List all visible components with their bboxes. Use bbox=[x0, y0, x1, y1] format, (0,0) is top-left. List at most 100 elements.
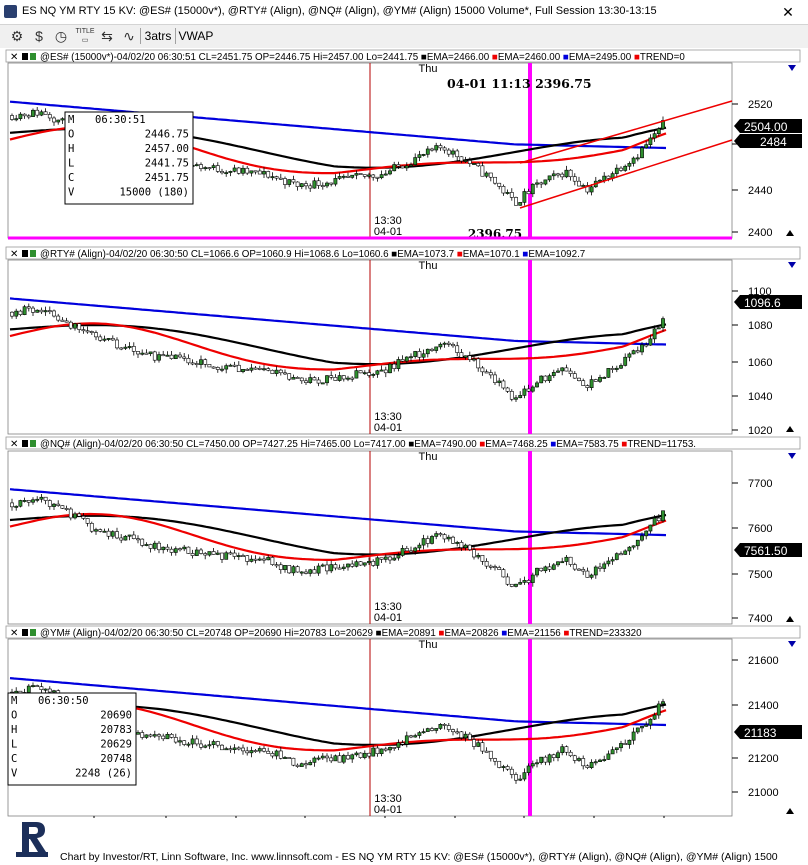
scroll-down-icon bbox=[786, 426, 794, 432]
candle-body bbox=[278, 177, 283, 180]
candle-body bbox=[232, 364, 237, 367]
candle-body bbox=[480, 367, 485, 373]
candle-body bbox=[320, 382, 325, 385]
candle-body bbox=[577, 758, 581, 761]
ema-red-value: EMA=20826 bbox=[444, 628, 499, 639]
candle-body bbox=[631, 731, 636, 741]
candle-body bbox=[589, 761, 594, 768]
candle-body bbox=[551, 173, 556, 177]
candle-body bbox=[526, 580, 531, 583]
candle-body bbox=[354, 370, 359, 379]
symbol-summary: @YM# (Align)-04/02/20 06:30:50 CL=20748 … bbox=[40, 628, 373, 639]
candle-body bbox=[14, 118, 19, 121]
channel-lower-line bbox=[519, 139, 733, 209]
trend-swatch: ■ bbox=[619, 439, 628, 450]
candle-body bbox=[530, 386, 535, 392]
candle-body bbox=[333, 564, 338, 569]
candle-body bbox=[325, 375, 329, 384]
candle-body bbox=[211, 165, 216, 169]
candle-body bbox=[434, 728, 439, 731]
ema-black-swatch: ■ bbox=[406, 439, 415, 450]
candle-body bbox=[123, 346, 128, 349]
gear-icon[interactable]: ⚙ bbox=[10, 28, 24, 44]
ohlc-key: L bbox=[68, 158, 74, 170]
candle-body bbox=[47, 310, 52, 313]
candle-body bbox=[598, 759, 602, 762]
candle-body bbox=[178, 354, 182, 358]
candle-body bbox=[560, 173, 565, 178]
candle-body bbox=[388, 363, 392, 374]
candle-body bbox=[18, 113, 23, 119]
candle-body bbox=[392, 557, 397, 561]
ema-black-swatch: ■ bbox=[373, 628, 382, 639]
title-icon[interactable]: TITLE ▭ bbox=[75, 28, 95, 44]
candle-body bbox=[539, 567, 544, 572]
candle-body bbox=[383, 173, 388, 176]
candle-body bbox=[379, 557, 384, 560]
candle-body bbox=[257, 748, 262, 752]
ohlc-time: 06:30:50 bbox=[38, 695, 89, 707]
candle-body bbox=[396, 359, 401, 369]
vwap-button[interactable]: VWAP bbox=[178, 29, 214, 43]
candle-body bbox=[497, 760, 502, 768]
last-price-tag bbox=[734, 543, 802, 557]
candle-body bbox=[211, 551, 216, 555]
candle-body bbox=[551, 754, 556, 758]
candle-body bbox=[438, 724, 443, 729]
chart-area[interactable]: ✕ @ES# (15000v*)-04/02/20 06:30:51 CL=245… bbox=[0, 48, 808, 818]
candle-body bbox=[161, 354, 166, 357]
candle-body bbox=[379, 174, 384, 179]
wave-icon[interactable]: ∿ bbox=[123, 28, 135, 44]
ema-blue-swatch: ■ bbox=[560, 52, 569, 63]
candle-body bbox=[509, 391, 514, 400]
candle-body bbox=[22, 113, 27, 117]
panel-header-cap bbox=[783, 438, 798, 448]
last-price-tag bbox=[734, 295, 802, 309]
candle-body bbox=[295, 181, 300, 187]
candle-body bbox=[207, 744, 212, 747]
candle-body bbox=[115, 339, 119, 349]
candle-body bbox=[140, 732, 145, 738]
candle-body bbox=[451, 344, 455, 347]
candle-body bbox=[362, 752, 367, 758]
candle-body bbox=[287, 757, 292, 759]
candle-body bbox=[396, 164, 401, 167]
candle-body bbox=[522, 388, 527, 396]
candle-body bbox=[26, 500, 31, 503]
candle-body bbox=[635, 539, 640, 547]
3atrs-button[interactable]: 3atrs bbox=[144, 29, 172, 43]
candle-body bbox=[383, 556, 388, 560]
candle-body bbox=[358, 561, 363, 566]
candle-body bbox=[77, 323, 82, 330]
candle-body bbox=[43, 111, 48, 115]
candle-body bbox=[144, 352, 149, 355]
clock-icon[interactable]: ◷ bbox=[54, 28, 68, 44]
dollar-icon[interactable]: $ bbox=[35, 28, 43, 44]
candle-body bbox=[341, 755, 346, 763]
candle-body bbox=[257, 367, 262, 370]
price-tick-label: 7500 bbox=[748, 569, 772, 581]
close-button[interactable]: ✕ bbox=[782, 4, 794, 20]
candle-body bbox=[619, 743, 623, 749]
candle-body bbox=[186, 546, 191, 554]
candle-body bbox=[614, 747, 619, 750]
candle-body bbox=[472, 358, 476, 361]
candle-body bbox=[131, 534, 136, 539]
candle-body bbox=[467, 733, 472, 740]
candle-body bbox=[371, 561, 376, 566]
candle-body bbox=[543, 566, 548, 572]
candle-body bbox=[602, 563, 607, 569]
candle-body bbox=[661, 318, 665, 329]
arrows-icon[interactable]: ⇆ bbox=[101, 28, 113, 44]
candle-body bbox=[337, 755, 342, 763]
candle-body bbox=[241, 555, 245, 557]
candle-body bbox=[253, 367, 258, 370]
candle-body bbox=[547, 566, 552, 570]
panel-close-icon: ✕ bbox=[10, 249, 18, 260]
candle-body bbox=[77, 513, 82, 517]
footer-credit: Chart by Investor/RT, Linn Software, Inc… bbox=[60, 851, 778, 863]
candle-body bbox=[18, 310, 23, 315]
candle-body bbox=[455, 542, 460, 544]
candle-body bbox=[266, 171, 271, 178]
candle-body bbox=[434, 145, 439, 151]
